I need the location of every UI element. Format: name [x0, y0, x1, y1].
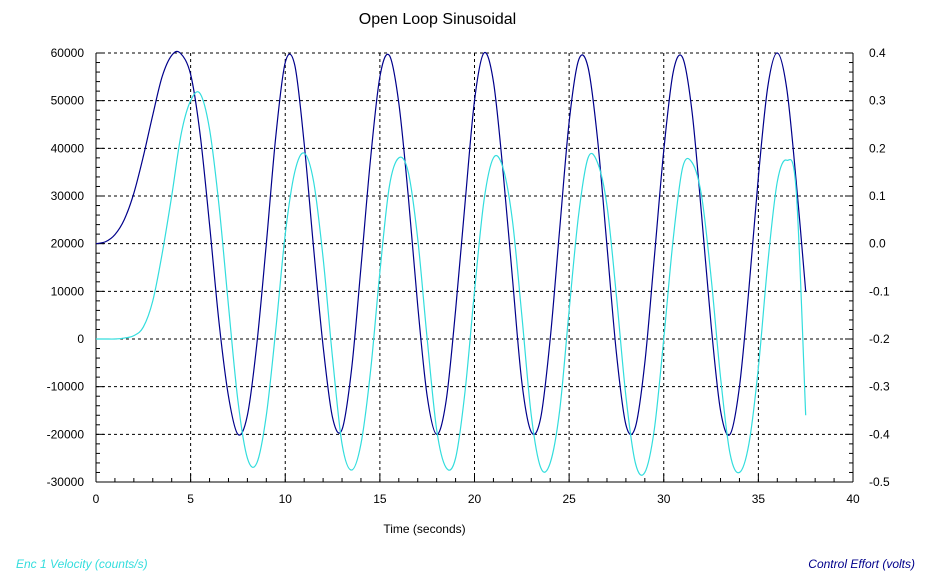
x-tick-label: 10 — [279, 492, 293, 506]
x-tick-label: 25 — [562, 492, 576, 506]
grid — [96, 52, 853, 482]
x-tick-label: 35 — [752, 492, 766, 506]
legend-entry-velocity: Enc 1 Velocity (counts/s) — [16, 557, 148, 571]
y-tick-label: 40000 — [51, 141, 85, 155]
axes — [95, 52, 854, 483]
y-tick-label: 10000 — [51, 284, 85, 298]
chart-title: Open Loop Sinusoidal — [358, 11, 517, 28]
x-tick-label: 40 — [846, 492, 860, 506]
y2-tick-label: 0.3 — [869, 94, 886, 108]
y2-tick-label: -0.1 — [869, 284, 890, 298]
y-tick-label: 50000 — [51, 94, 85, 108]
y2-tick-label: -0.5 — [869, 475, 890, 489]
tick-labels: 60000 50000 40000 30000 20000 10000 0 -10000 -20… — [47, 46, 890, 506]
y2-tick-label: -0.2 — [869, 332, 890, 346]
x-tick-label: 0 — [93, 492, 100, 506]
series-line-enc1-velocity — [96, 91, 807, 476]
x-tick-label: 15 — [373, 492, 387, 506]
y2-tick-label: 0.1 — [869, 189, 886, 203]
y-tick-label: -10000 — [47, 380, 85, 394]
y-tick-label: 60000 — [51, 46, 85, 60]
series-layer — [95, 50, 807, 476]
y-tick-label: 20000 — [51, 237, 85, 251]
y-tick-label: -30000 — [47, 475, 85, 489]
y-tick-label: 0 — [77, 332, 84, 346]
series-line-control-effort — [95, 50, 807, 436]
legend-entry-control-effort: Control Effort (volts) — [808, 557, 915, 571]
y2-tick-label: -0.3 — [869, 380, 890, 394]
y2-tick-label: 0.4 — [869, 46, 886, 60]
y2-tick-label: -0.4 — [869, 427, 890, 441]
y-tick-label: -20000 — [47, 427, 85, 441]
y2-tick-label: 0.2 — [869, 141, 886, 155]
x-tick-label: 30 — [657, 492, 671, 506]
y-tick-label: 30000 — [51, 189, 85, 203]
y2-tick-label: 0.0 — [869, 237, 886, 251]
x-axis-label: Time (seconds) — [383, 522, 465, 536]
x-tick-label: 5 — [187, 492, 194, 506]
x-tick-label: 20 — [468, 492, 482, 506]
